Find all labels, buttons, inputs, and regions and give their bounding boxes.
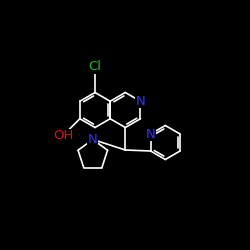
Text: Cl: Cl [88, 60, 102, 73]
Text: OH: OH [54, 129, 74, 142]
Text: N: N [136, 95, 145, 108]
Text: N: N [146, 128, 156, 140]
Text: N: N [88, 133, 98, 146]
